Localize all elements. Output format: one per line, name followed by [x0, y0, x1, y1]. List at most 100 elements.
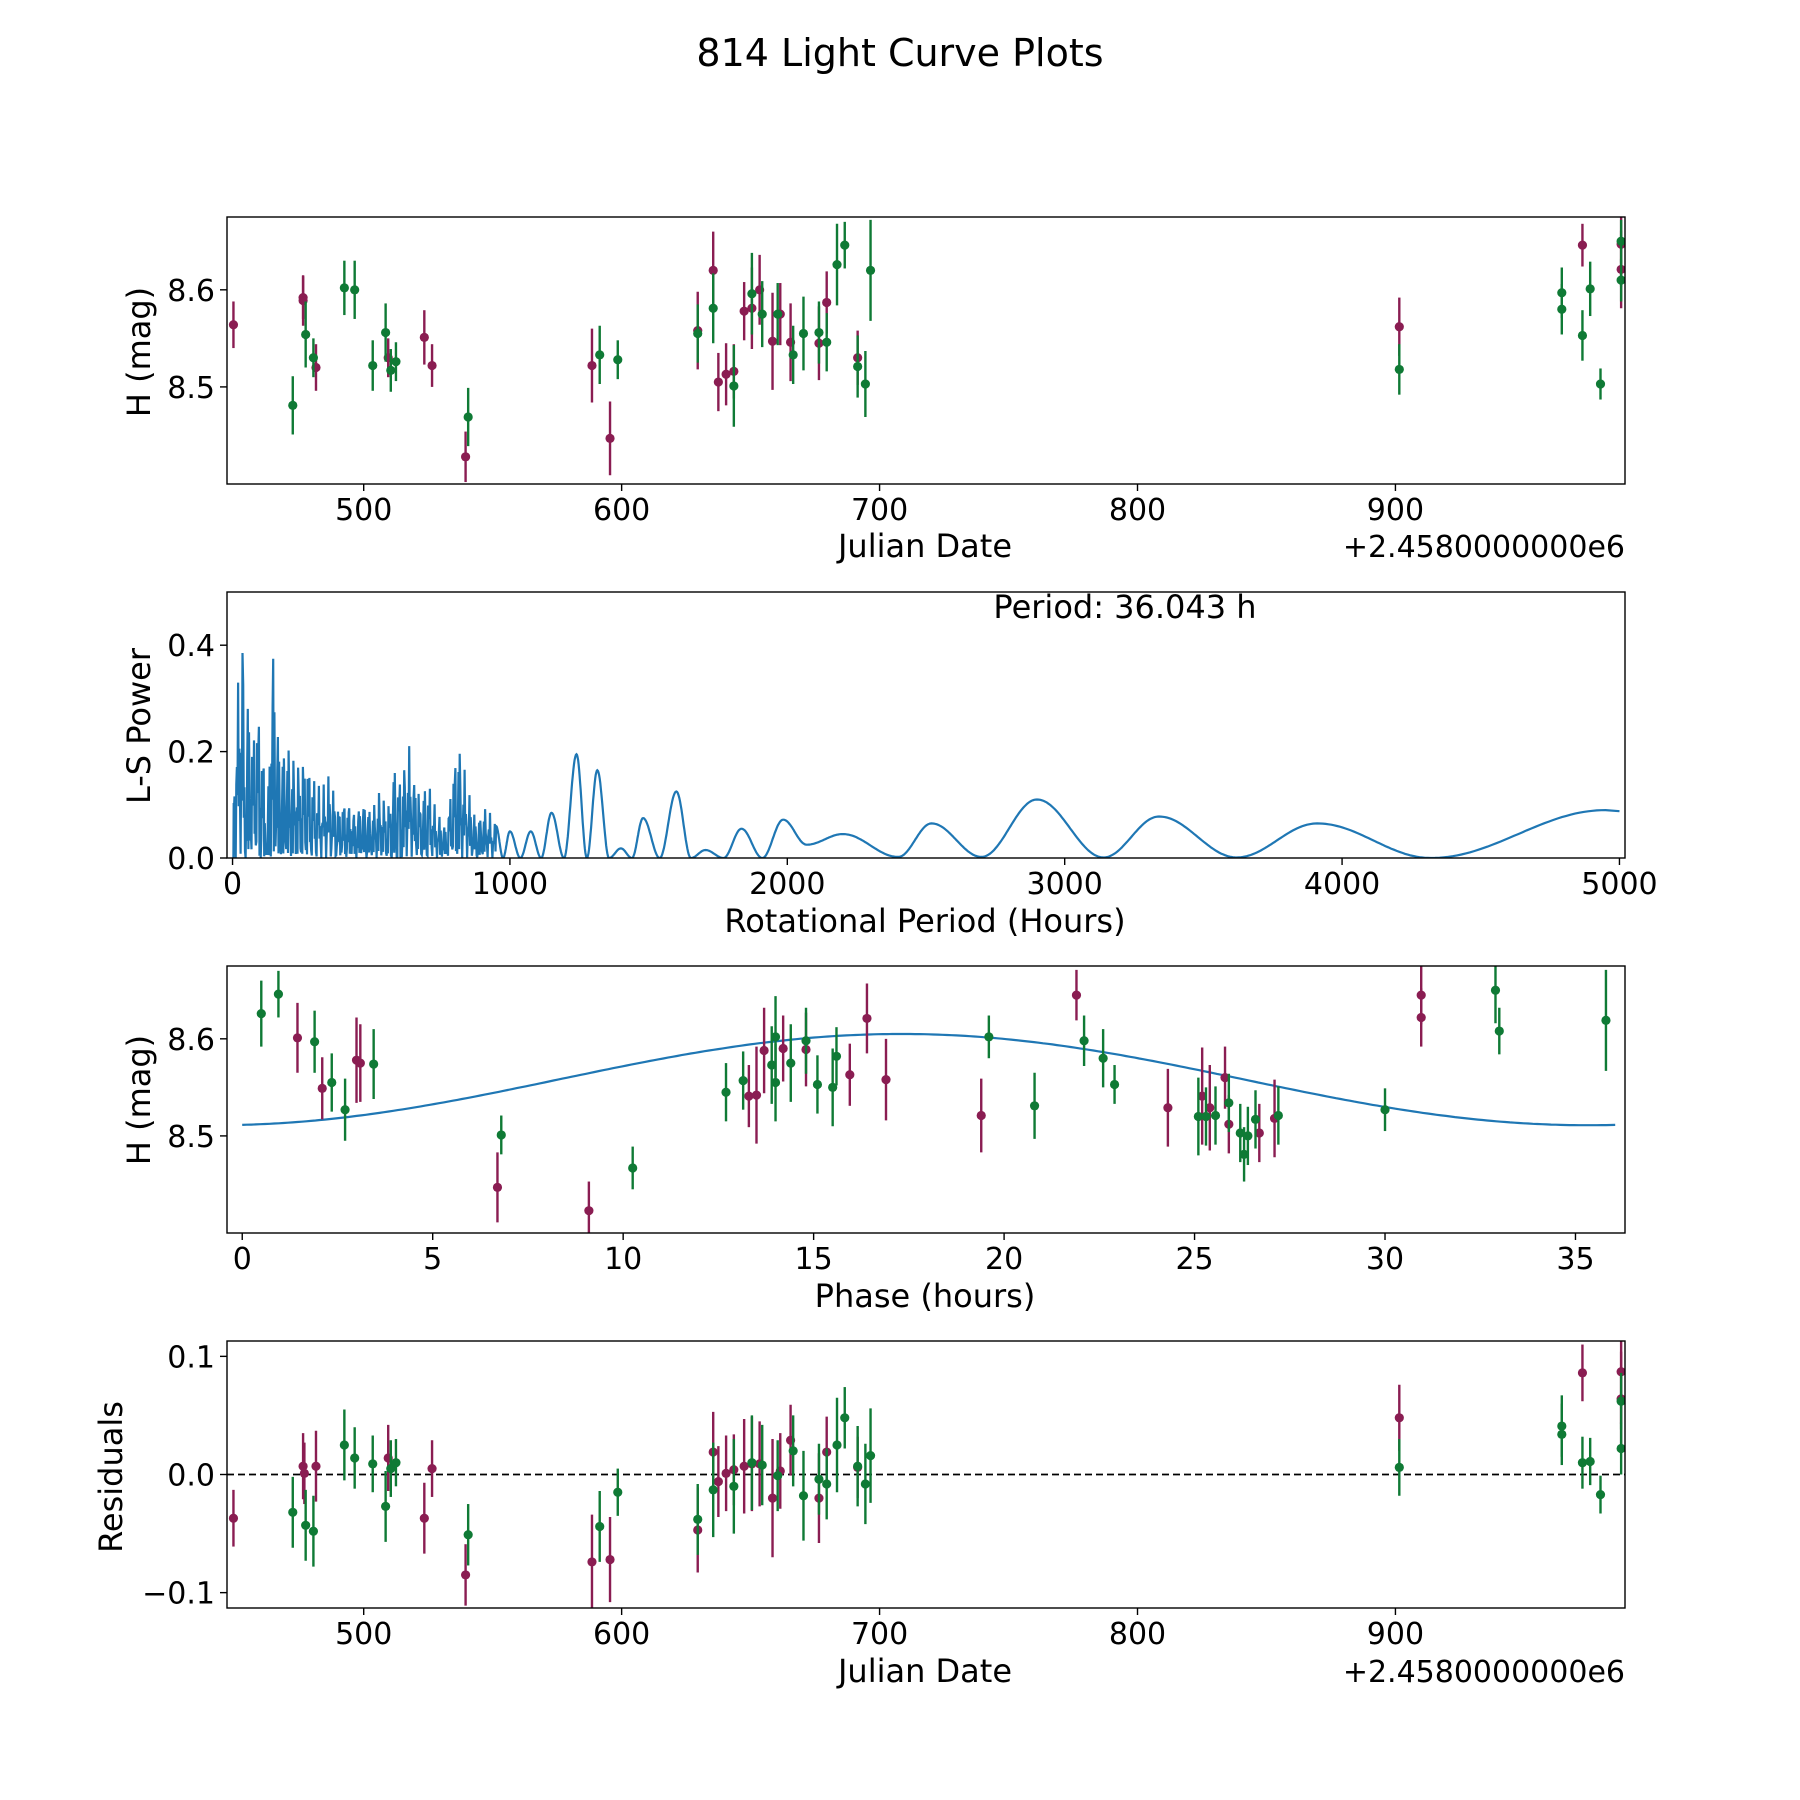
filter_b-data-point	[339, 1440, 349, 1450]
filter_b-data-point	[708, 303, 718, 313]
phased-x-tick-label: 20	[985, 1242, 1023, 1277]
filter_b-data-point	[860, 379, 870, 389]
filter_b-data-point	[770, 1032, 781, 1042]
filter_a-data-point	[751, 1090, 762, 1100]
filter_b-data-point	[381, 1501, 391, 1511]
periodogram-y-tick-label: 0.0	[167, 842, 215, 877]
periodogram-panel: Rotational Period (Hours) L-S Power Peri…	[120, 588, 1658, 940]
filter_a-data-point	[822, 297, 832, 308]
filter_a-data-point	[1577, 240, 1588, 250]
filter_b-data-point	[1394, 364, 1404, 375]
filter_b-data-point	[865, 265, 876, 275]
filter_a-data-point	[744, 1091, 754, 1101]
filter_a-data-point	[228, 320, 239, 330]
filter_a-data-point	[311, 1461, 321, 1471]
residuals-panel: Julian Date Residuals +2.4580000000e6 50…	[92, 1340, 1626, 1690]
filter_b-data-point	[368, 360, 378, 371]
filter_b-data-point	[350, 1453, 360, 1463]
residuals-y-tick-label: −0.1	[142, 1577, 215, 1612]
phased-y-tick-label: 8.5	[167, 1120, 215, 1155]
figure-title: 814 Light Curve Plots	[696, 31, 1103, 75]
filter_a-data-point	[713, 1476, 723, 1487]
filter_a-data-point	[767, 1493, 778, 1503]
filter_a-data-point	[419, 332, 429, 342]
filter_b-data-point	[767, 1060, 777, 1070]
filter_b-data-point	[496, 1130, 506, 1140]
filter_b-data-point	[1490, 985, 1501, 995]
filter_b-data-point	[595, 1521, 605, 1532]
periodogram-x-tick-label: 4000	[1304, 867, 1380, 902]
phased-x-tick-label: 35	[1556, 1242, 1594, 1277]
filter_a-data-point	[1163, 1103, 1173, 1113]
period-annotation: Period: 36.043 h	[993, 588, 1256, 626]
filter_a-data-point	[292, 1033, 303, 1043]
residuals-x-tick-label: 600	[593, 1617, 650, 1652]
residuals-x-tick-label: 700	[851, 1617, 908, 1652]
filter_b-data-point	[865, 1450, 876, 1461]
filter_b-data-point	[1595, 1489, 1606, 1500]
filter_b-data-point	[853, 361, 863, 372]
phased-plot-area	[242, 966, 1616, 1233]
filter_a-data-point	[1254, 1128, 1264, 1138]
filter_b-data-point	[1193, 1111, 1203, 1122]
filter_b-data-point	[832, 259, 842, 270]
periodogram-x-tick-label: 2000	[749, 867, 825, 902]
filter_b-data-point	[1585, 1456, 1595, 1467]
phased-panel: Phase (hours) H (mag) 0 5 10 15 20 25 30 35 8.5 8…	[120, 965, 1626, 1315]
filter_b-data-point	[786, 1058, 796, 1068]
phased-x-tick-label: 25	[1175, 1242, 1213, 1277]
filter_a-data-point	[605, 1554, 615, 1565]
periodogram-x-label: Rotational Period (Hours)	[724, 902, 1125, 940]
filter_b-data-point	[391, 357, 401, 367]
filter_b-data-point	[386, 1463, 396, 1474]
filter_a-data-point	[419, 1513, 429, 1523]
filter_b-data-point	[770, 1077, 781, 1088]
phased-x-tick-label: 5	[423, 1242, 442, 1277]
phased-axes-frame	[226, 965, 1626, 1234]
filter_a-data-point	[881, 1074, 891, 1085]
filter_b-data-point	[831, 1051, 842, 1061]
lightcurve-x-label: Julian Date	[836, 527, 1012, 565]
filter_b-data-point	[386, 365, 396, 376]
filter_a-data-point	[605, 433, 615, 443]
filter_b-data-point	[1595, 379, 1606, 389]
filter_b-data-point	[1616, 1443, 1625, 1454]
residuals-x-tick-label: 900	[1367, 1617, 1424, 1652]
filter_b-data-point	[1557, 304, 1567, 314]
phased-y-label: H (mag)	[120, 1035, 158, 1165]
periodogram-x-tick-label: 1000	[472, 867, 548, 902]
filter_b-data-point	[1616, 1396, 1625, 1406]
filter_b-data-point	[798, 328, 809, 339]
lightcurve-y-tick-label: 8.6	[167, 274, 215, 309]
filter_b-data-point	[693, 1514, 703, 1524]
periodogram-axes-frame	[226, 591, 1626, 859]
phased-x-tick-label: 30	[1366, 1242, 1404, 1277]
filter_a-data-point	[1616, 1367, 1625, 1377]
phased-x-tick-label: 15	[795, 1242, 833, 1277]
filter_b-data-point	[1494, 1026, 1504, 1036]
filter_b-data-point	[984, 1032, 994, 1042]
residuals-x-tick-label: 800	[1109, 1617, 1166, 1652]
filter_b-data-point	[301, 329, 311, 340]
filter_a-data-point	[1205, 1103, 1215, 1113]
filter_a-data-point	[721, 369, 731, 379]
filter_b-data-point	[721, 1087, 731, 1097]
filter_a-data-point	[1577, 1368, 1588, 1378]
filter_b-data-point	[1557, 1429, 1567, 1439]
filter_b-data-point	[798, 1491, 809, 1501]
filter_b-data-point	[840, 1413, 850, 1423]
residuals-y-tick-label: 0.1	[167, 1340, 215, 1375]
lightcurve-panel: Julian Date H (mag) +2.4580000000e6 500 6…	[120, 216, 1626, 565]
filter_b-data-point	[773, 309, 783, 319]
filter_b-data-point	[853, 1461, 863, 1471]
filter_b-data-point	[1250, 1114, 1261, 1125]
filter_b-data-point	[628, 1163, 638, 1173]
filter_b-data-point	[288, 1507, 298, 1517]
filter_b-data-point	[463, 1530, 473, 1540]
filter_b-data-point	[288, 400, 298, 410]
filter_b-data-point	[860, 1479, 870, 1489]
filter_b-data-point	[1235, 1128, 1245, 1138]
filter_b-data-point	[368, 1459, 378, 1469]
filter_b-data-point	[747, 289, 757, 299]
